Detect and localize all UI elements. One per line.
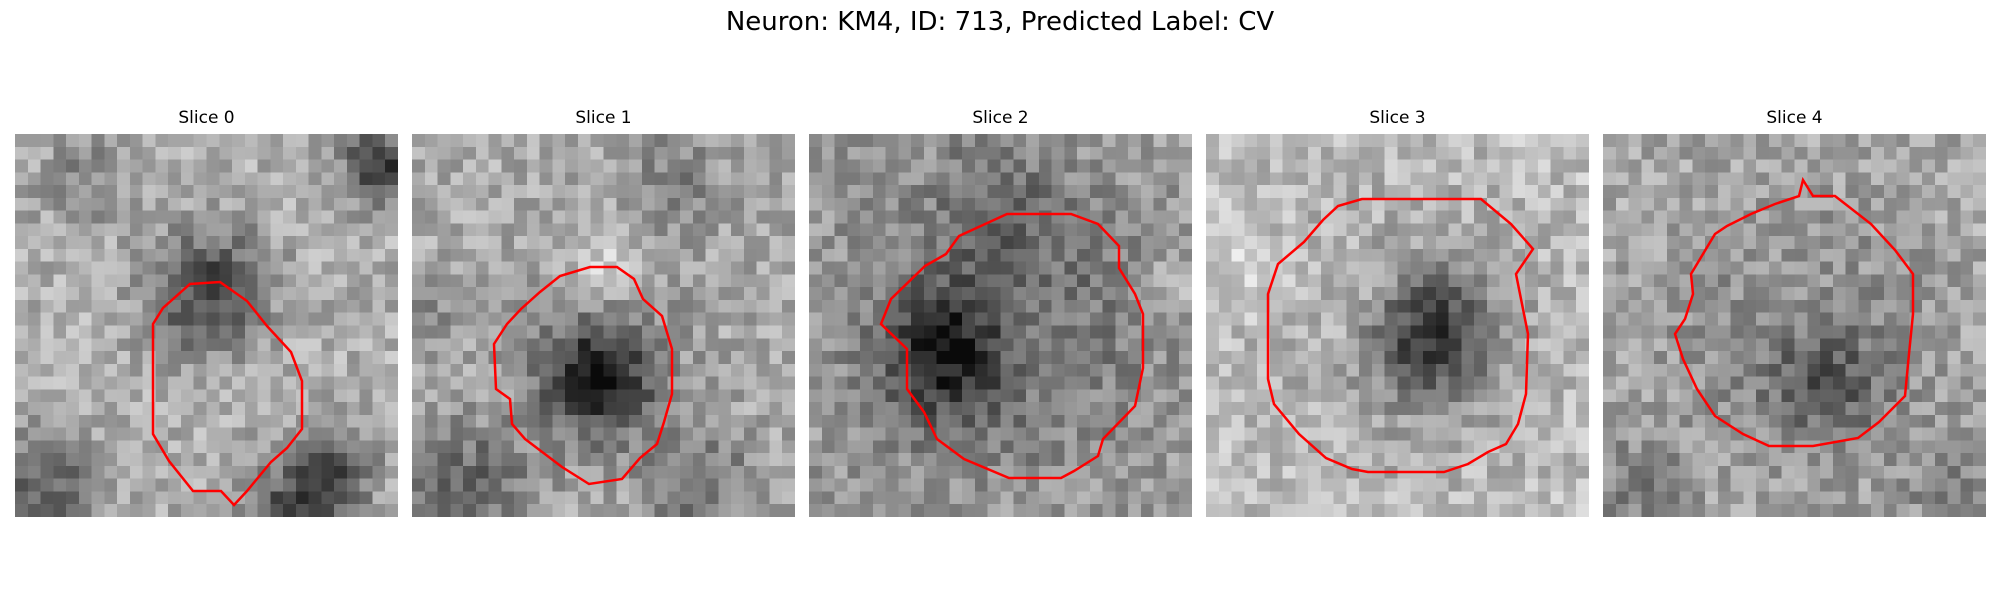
grayscale-image bbox=[15, 134, 398, 517]
figure-title: Neuron: KM4, ID: 713, Predicted Label: C… bbox=[725, 7, 1275, 37]
roi-contour bbox=[1673, 176, 1915, 448]
slice-panel: Slice 4 bbox=[1603, 108, 1986, 540]
grayscale-image bbox=[1206, 134, 1589, 517]
pixel-grid bbox=[1206, 134, 1589, 517]
slice-title: Slice 1 bbox=[575, 108, 632, 128]
slice-title: Slice 3 bbox=[1369, 108, 1426, 128]
slice-panel: Slice 1 bbox=[412, 108, 795, 540]
roi-contour bbox=[151, 280, 304, 507]
slice-image bbox=[1603, 134, 1986, 517]
pixel-grid bbox=[412, 134, 795, 517]
pixel-grid bbox=[15, 134, 398, 517]
slice-panel: Slice 2 bbox=[809, 108, 1192, 540]
pixel-grid bbox=[809, 134, 1192, 517]
roi-contour bbox=[1266, 197, 1535, 474]
slice-image bbox=[15, 134, 398, 517]
slice-title: Slice 2 bbox=[972, 108, 1029, 128]
slice-image bbox=[1206, 134, 1589, 517]
grayscale-image bbox=[412, 134, 795, 517]
slice-panel: Slice 0 bbox=[15, 108, 398, 540]
slice-title: Slice 0 bbox=[178, 108, 235, 128]
grayscale-image bbox=[1603, 134, 1986, 517]
slice-image bbox=[809, 134, 1192, 517]
slice-title: Slice 4 bbox=[1766, 108, 1823, 128]
slice-panel: Slice 3 bbox=[1206, 108, 1589, 540]
slice-image bbox=[412, 134, 795, 517]
pixel-grid bbox=[1603, 134, 1986, 517]
roi-contour bbox=[492, 265, 674, 486]
grayscale-image bbox=[809, 134, 1192, 517]
roi-contour bbox=[879, 212, 1145, 480]
